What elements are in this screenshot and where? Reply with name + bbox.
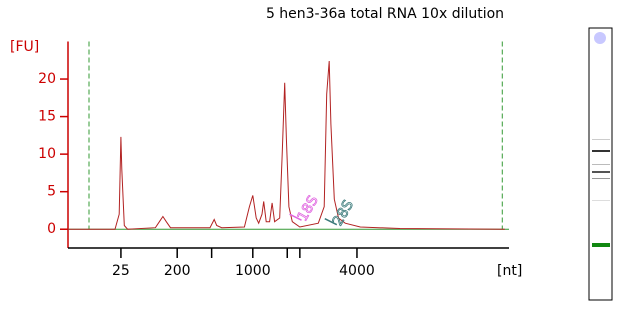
chart-title: 5 hen3-36a total RNA 10x dilution [266,6,504,22]
x-tick-label: 200 [164,263,191,279]
gel-band [592,200,610,201]
y-tick-label: 10 [38,146,56,162]
gel-marker [594,32,606,44]
gel-lane [589,28,612,300]
gel-band [592,178,610,179]
x-axis-label: [nt] [497,263,522,279]
gel-band [592,243,610,247]
gel-band [592,171,610,173]
x-tick-label: 25 [112,263,130,279]
y-tick-label: 15 [38,109,56,125]
y-axis-label: [FU] [10,39,39,55]
y-tick-label: 5 [47,184,56,200]
x-tick-label: 1000 [235,263,271,279]
annotation: 28S [330,197,357,228]
x-tick-label: 4000 [339,263,375,279]
gel-band [592,139,610,140]
trace-line [68,61,505,229]
chart: 5 hen3-36a total RNA 10x dilution [FU] [… [0,0,619,309]
gel-band [592,150,610,152]
annotation: 18S [295,193,322,224]
y-tick-label: 0 [47,221,56,237]
y-tick-label: 20 [38,71,56,87]
gel-band [592,164,610,165]
